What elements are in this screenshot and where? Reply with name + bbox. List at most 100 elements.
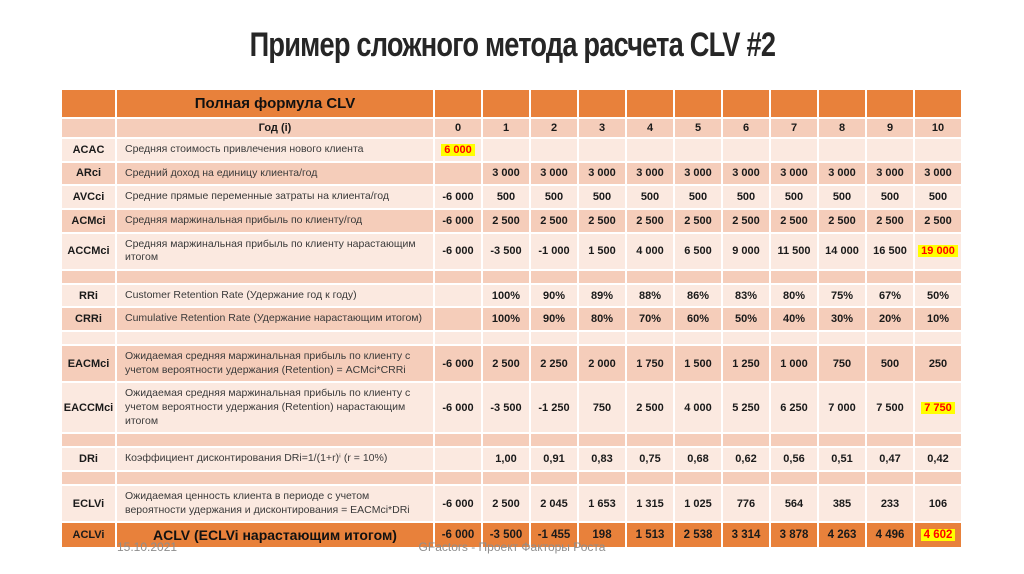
blank-cell bbox=[915, 332, 961, 345]
table-row-ECLVi: ECLVi Ожидаемая ценность клиента в период… bbox=[62, 485, 961, 522]
cell-ACAC-6 bbox=[723, 139, 769, 161]
cell-ECLVi-9: 233 bbox=[867, 485, 913, 522]
table-row-CRRi: CRRi Cumulative Retention Rate (Удержание… bbox=[62, 308, 961, 331]
cell-ARci-5: 3 000 bbox=[675, 162, 721, 185]
cell-AVCci-5: 500 bbox=[675, 186, 721, 208]
blank-cell bbox=[819, 332, 865, 345]
cell-CRRi-9: 20% bbox=[867, 308, 913, 331]
cell-ACAC-4 bbox=[627, 139, 673, 161]
table-row-DRi: DRi Коэффициент дисконтирования DRi=1/(1+… bbox=[62, 448, 961, 470]
cell-RRi-5: 86% bbox=[675, 284, 721, 307]
cell-ACLVi-4: 1 513 bbox=[627, 523, 673, 548]
cell-DRi-10: 0,42 bbox=[915, 448, 961, 470]
cell-ACMci-4: 2 500 bbox=[627, 209, 673, 232]
cell-RRi-3: 89% bbox=[579, 284, 625, 307]
cell-ARci-10: 3 000 bbox=[915, 162, 961, 185]
cell-ECLVi-2: 2 045 bbox=[531, 485, 577, 522]
formula-header-cell bbox=[723, 90, 769, 117]
formula-header-row: Полная формула CLV bbox=[62, 90, 961, 117]
cell-ACAC-0: 6 000 bbox=[435, 139, 481, 161]
cell-EACCMci-2: -1 250 bbox=[531, 383, 577, 433]
cell-ARci-3: 3 000 bbox=[579, 162, 625, 185]
table-row-ACCMci: ACCMci Средняя маржинальная прибыль по кл… bbox=[62, 233, 961, 269]
formula-header-spacer bbox=[62, 90, 115, 117]
cell-ACCMci-6: 9 000 bbox=[723, 233, 769, 269]
cell-EACCMci-5: 4 000 bbox=[675, 383, 721, 433]
blank-cell bbox=[579, 270, 625, 283]
blank-cell bbox=[771, 332, 817, 345]
blank-cell bbox=[435, 332, 481, 345]
table-row-ACAC: ACAC Средняя стоимость привлечения нового… bbox=[62, 139, 961, 161]
cell-EACCMci-3: 750 bbox=[579, 383, 625, 433]
cell-ARci-1: 3 000 bbox=[483, 162, 529, 185]
cell-ACMci-6: 2 500 bbox=[723, 209, 769, 232]
cell-EACCMci-8: 7 000 bbox=[819, 383, 865, 433]
year-col-header: 0 bbox=[435, 119, 481, 137]
cell-CRRi-6: 50% bbox=[723, 308, 769, 331]
row-label-EACCMci: Ожидаемая средняя маржинальная прибыль п… bbox=[117, 383, 433, 433]
cell-ACCMci-0: -6 000 bbox=[435, 233, 481, 269]
cell-EACCMci-4: 2 500 bbox=[627, 383, 673, 433]
slide-date: 15.10.2021 bbox=[117, 540, 178, 554]
cell-ACAC-7 bbox=[771, 139, 817, 161]
row-label-AVCci: Средние прямые переменные затраты на кли… bbox=[117, 186, 433, 208]
cell-ACAC-5 bbox=[675, 139, 721, 161]
cell-ACMci-3: 2 500 bbox=[579, 209, 625, 232]
blank-cell bbox=[117, 332, 433, 345]
row-label-ACMci: Средняя маржинальная прибыль по клиенту/… bbox=[117, 209, 433, 232]
blank-cell bbox=[435, 270, 481, 283]
table-row-ACMci: ACMci Средняя маржинальная прибыль по кли… bbox=[62, 209, 961, 232]
cell-EACMci-6: 1 250 bbox=[723, 346, 769, 382]
year-col-header: 8 bbox=[819, 119, 865, 137]
cell-ACMci-1: 2 500 bbox=[483, 209, 529, 232]
table-row-AVCci: AVCci Средние прямые переменные затраты н… bbox=[62, 186, 961, 208]
cell-ACAC-3 bbox=[579, 139, 625, 161]
cell-DRi-3: 0,83 bbox=[579, 448, 625, 470]
cell-ECLVi-6: 776 bbox=[723, 485, 769, 522]
cell-ACMci-10: 2 500 bbox=[915, 209, 961, 232]
cell-ACMci-5: 2 500 bbox=[675, 209, 721, 232]
highlighted-value: 6 000 bbox=[441, 143, 475, 156]
cell-ARci-9: 3 000 bbox=[867, 162, 913, 185]
cell-CRRi-4: 70% bbox=[627, 308, 673, 331]
cell-RRi-2: 90% bbox=[531, 284, 577, 307]
row-code-EACMci: EACMci bbox=[62, 346, 115, 382]
blank-cell bbox=[62, 471, 115, 484]
cell-EACMci-8: 750 bbox=[819, 346, 865, 382]
row-label-ACCMci: Средняя маржинальная прибыль по клиенту … bbox=[117, 233, 433, 269]
cell-DRi-1: 1,00 bbox=[483, 448, 529, 470]
blank-cell bbox=[723, 471, 769, 484]
row-label-ECLVi: Ожидаемая ценность клиента в периоде с у… bbox=[117, 485, 433, 522]
cell-ACLVi-5: 2 538 bbox=[675, 523, 721, 548]
formula-header-cell bbox=[771, 90, 817, 117]
formula-header-cell bbox=[627, 90, 673, 117]
cell-AVCci-2: 500 bbox=[531, 186, 577, 208]
cell-ACLVi-1: -3 500 bbox=[483, 523, 529, 548]
row-code-ECLVi: ECLVi bbox=[62, 485, 115, 522]
blank-cell bbox=[579, 471, 625, 484]
cell-ACMci-8: 2 500 bbox=[819, 209, 865, 232]
cell-RRi-6: 83% bbox=[723, 284, 769, 307]
table-row-blank bbox=[62, 434, 961, 447]
cell-ACMci-2: 2 500 bbox=[531, 209, 577, 232]
formula-header-label: Полная формула CLV bbox=[117, 90, 433, 117]
cell-ACLVi-3: 198 bbox=[579, 523, 625, 548]
formula-header-cell bbox=[579, 90, 625, 117]
blank-cell bbox=[723, 434, 769, 447]
cell-ACCMci-4: 4 000 bbox=[627, 233, 673, 269]
cell-RRi-8: 75% bbox=[819, 284, 865, 307]
blank-cell bbox=[819, 270, 865, 283]
blank-cell bbox=[819, 434, 865, 447]
row-code-EACCMci: EACCMci bbox=[62, 383, 115, 433]
cell-ACLVi-8: 4 263 bbox=[819, 523, 865, 548]
year-col-header: 10 bbox=[915, 119, 961, 137]
cell-AVCci-8: 500 bbox=[819, 186, 865, 208]
blank-cell bbox=[867, 471, 913, 484]
cell-ECLVi-0: -6 000 bbox=[435, 485, 481, 522]
row-code-ARci: ARci bbox=[62, 162, 115, 185]
cell-EACCMci-1: -3 500 bbox=[483, 383, 529, 433]
cell-ARci-6: 3 000 bbox=[723, 162, 769, 185]
cell-DRi-5: 0,68 bbox=[675, 448, 721, 470]
cell-CRRi-1: 100% bbox=[483, 308, 529, 331]
formula-header-cell bbox=[675, 90, 721, 117]
